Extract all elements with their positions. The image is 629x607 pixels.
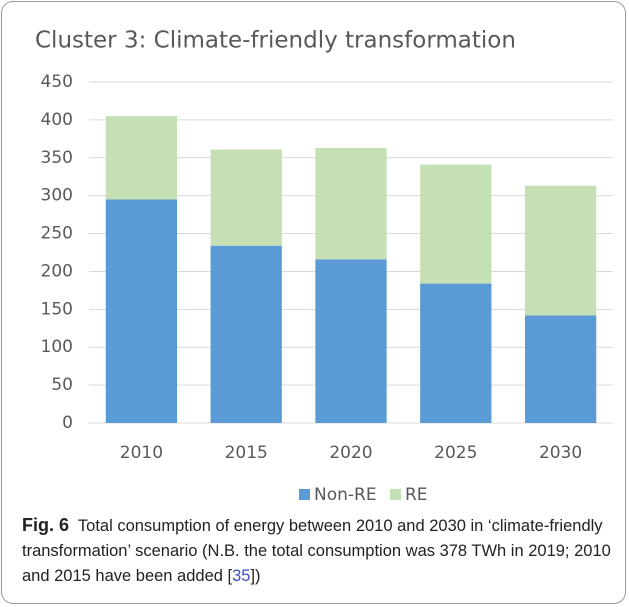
bar-segment <box>105 116 178 200</box>
bar-segment <box>105 199 178 423</box>
x-tick-label: 2025 <box>434 443 477 463</box>
caption-tail: ]) <box>250 567 261 585</box>
bar-segment <box>420 164 492 284</box>
y-tick-label: 350 <box>41 148 73 168</box>
y-tick-label: 50 <box>51 375 73 395</box>
y-tick-label: 400 <box>41 110 73 130</box>
legend-swatch <box>299 489 310 500</box>
y-tick-label: 150 <box>41 299 73 319</box>
caption-label: Fig. 6 <box>22 515 70 535</box>
bar-segment <box>524 315 597 423</box>
y-tick-label: 0 <box>62 413 73 433</box>
y-tick-label: 100 <box>41 337 73 357</box>
caption: Fig. 6 Total consumption of energy betwe… <box>22 513 622 589</box>
x-tick-label: 2030 <box>539 443 582 463</box>
chart-title: Cluster 3: Climate-friendly transformati… <box>35 28 516 54</box>
bar-segment <box>210 149 282 246</box>
legend-label: RE <box>405 485 428 505</box>
bar-segment <box>210 245 282 423</box>
x-tick-label: 2010 <box>120 443 163 463</box>
bar-segment <box>420 283 492 423</box>
legend-swatch <box>390 489 401 500</box>
caption-text: Total consumption of energy between 2010… <box>22 517 611 585</box>
y-tick-label: 250 <box>41 224 73 244</box>
legend-label: Non-RE <box>314 485 377 505</box>
caption-ref[interactable]: 35 <box>232 567 251 585</box>
bar-segment <box>315 259 387 423</box>
x-tick-label: 2020 <box>329 443 372 463</box>
x-tick-label: 2015 <box>225 443 268 463</box>
y-tick-label: 200 <box>41 261 73 281</box>
bar-segment <box>524 185 597 316</box>
y-tick-label: 450 <box>41 72 73 92</box>
chart: Cluster 3: Climate-friendly transformati… <box>35 28 613 505</box>
y-tick-label: 300 <box>41 186 73 206</box>
bar-segment <box>315 147 387 260</box>
